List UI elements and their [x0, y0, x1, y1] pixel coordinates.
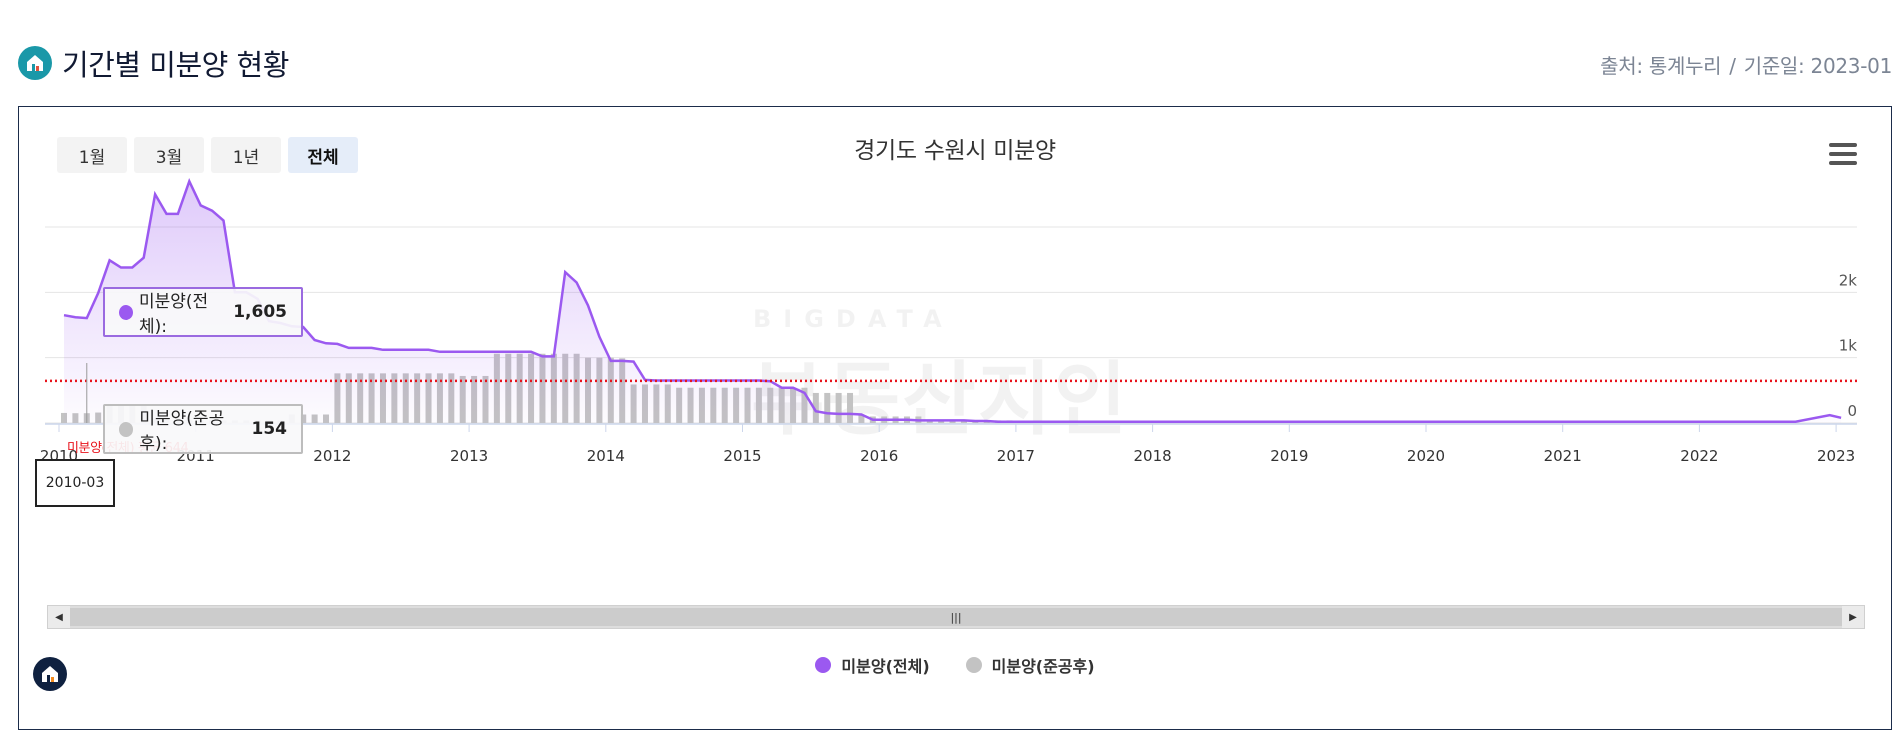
menu-bar: [1829, 143, 1857, 147]
tooltip-total: 미분양(전체): 1,605: [103, 287, 303, 337]
x-tick-label: 2021: [1544, 447, 1582, 465]
chart-title: 경기도 수원시 미분양: [854, 138, 1056, 164]
bar-after-completion: [835, 392, 842, 423]
x-tick-label: 2019: [1270, 447, 1308, 465]
range-button-all[interactable]: 전체: [288, 137, 358, 173]
chart-menu-hamburger-icon[interactable]: [1829, 143, 1857, 165]
legend-after-dot-icon: [965, 657, 982, 673]
x-tick-label: 2012: [313, 447, 351, 465]
tooltip-after-value: 154: [251, 419, 288, 439]
menu-bar: [1829, 161, 1857, 165]
range-selector: 1월 3월 1년 전체: [57, 137, 365, 173]
chart-panel: BIGDATA 부동산지인 0 1k 2k 2010 2011 2012 2013 2014 2…: [18, 106, 1892, 730]
chart-legend: 미분양(전체) 미분양(준공후): [19, 653, 1891, 677]
watermark-top: BIGDATA: [753, 305, 954, 333]
x-tick-label: 2018: [1134, 447, 1172, 465]
legend-total-label: 미분양(전체): [841, 657, 930, 676]
bar-after-completion: [824, 392, 831, 423]
range-button-1m[interactable]: 1월: [57, 137, 127, 173]
home-logo-icon: [18, 46, 52, 80]
chart-scrollbar[interactable]: ◀ ||| ▶: [47, 605, 1865, 629]
x-tick-label: 2014: [587, 447, 625, 465]
base-date-label: 기준일: 2023-01: [1743, 54, 1893, 78]
tooltip-total-value: 1,605: [233, 302, 287, 322]
x-tick-label: 2015: [723, 447, 761, 465]
bar-after-completion: [812, 392, 819, 423]
x-tick-label: 2013: [450, 447, 488, 465]
range-button-1y[interactable]: 1년: [211, 137, 281, 173]
tooltip-after-completion: 미분양(준공후): 154: [103, 404, 303, 454]
legend-item-total[interactable]: 미분양(전체): [815, 653, 930, 677]
y-tick-label: 2k: [1839, 271, 1858, 289]
scroll-thumb[interactable]: |||: [70, 608, 1842, 626]
tooltip-total-dot-icon: [119, 304, 133, 320]
legend-after-label: 미분양(준공후): [991, 657, 1095, 676]
x-tick-label: 2022: [1680, 447, 1718, 465]
x-tick-label: 2020: [1407, 447, 1445, 465]
area-total: [64, 181, 1842, 423]
y-tick-label: 1k: [1839, 337, 1858, 355]
tooltip-after-dot-icon: [119, 421, 134, 437]
range-button-3m[interactable]: 3월: [134, 137, 204, 173]
tooltip-date-flag: 2010-03: [35, 459, 115, 507]
legend-item-after-completion[interactable]: 미분양(준공후): [965, 653, 1095, 677]
tooltip-total-label: 미분양(전체):: [138, 292, 209, 337]
title-wrap: 기간별 미분양 현황: [18, 42, 289, 84]
series-line-total: [63, 178, 1842, 423]
source-label: 출처: 통계누리: [1600, 54, 1722, 78]
page-title: 기간별 미분양 현황: [62, 48, 289, 82]
corner-logo-icon: [33, 657, 67, 691]
x-tick-label: 2017: [997, 447, 1035, 465]
x-tick-label: 2016: [860, 447, 898, 465]
scroll-right-arrow-icon[interactable]: ▶: [1842, 606, 1864, 628]
x-tick-label: 2023: [1817, 447, 1855, 465]
page-header: 기간별 미분양 현황 출처: 통계누리 / 기준일: 2023-01: [18, 36, 1892, 86]
scroll-left-arrow-icon[interactable]: ◀: [48, 606, 70, 628]
menu-bar: [1829, 152, 1857, 156]
y-tick-label: 0: [1847, 402, 1857, 420]
legend-total-dot-icon: [815, 657, 832, 673]
source-separator: /: [1729, 54, 1736, 78]
source-info: 출처: 통계누리 / 기준일: 2023-01: [1600, 50, 1892, 79]
tooltip-after-label: 미분양(준공후):: [139, 409, 225, 454]
bar-after-completion: [847, 392, 854, 423]
